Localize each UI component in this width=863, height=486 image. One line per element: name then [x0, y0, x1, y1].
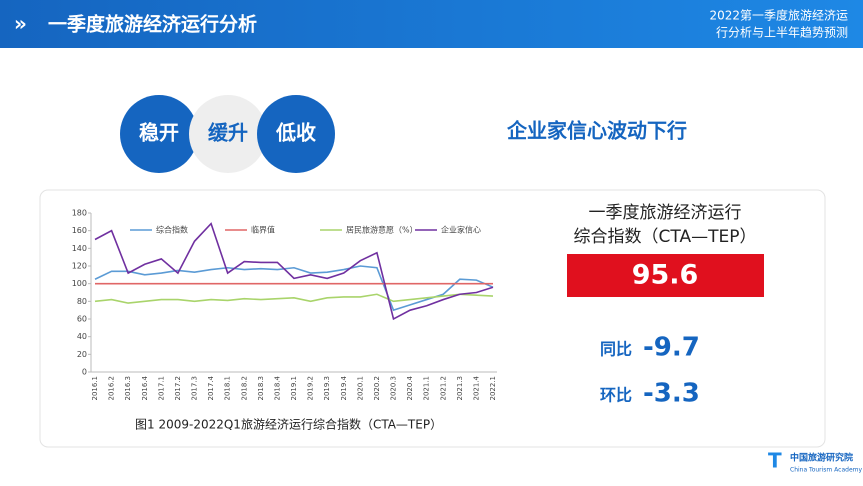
logo-icon: T [768, 449, 782, 473]
keyword-circle [189, 95, 267, 173]
x-tick-label: 2017.3 [191, 376, 199, 401]
x-tick-label: 2022.1 [489, 376, 497, 401]
x-tick-label: 2019.2 [307, 376, 315, 401]
x-tick-label: 2016.2 [108, 376, 116, 401]
y-tick-label: 120 [72, 262, 87, 271]
y-tick-label: 0 [82, 368, 87, 377]
header-title: 一季度旅游经济运行分析 [48, 13, 257, 36]
keyword: 稳开 [139, 121, 179, 145]
qoq-value: -3.3 [643, 379, 700, 409]
x-tick-label: 2020.4 [406, 375, 414, 400]
x-tick-label: 2017.2 [174, 376, 182, 401]
report-title: 行分析与上半年趋势预测 [716, 26, 848, 40]
y-tick-label: 140 [72, 244, 87, 253]
keyword-circle [120, 95, 198, 173]
x-tick-label: 2016.3 [124, 376, 132, 401]
index-title: 综合指数（CTA—TEP） [574, 227, 757, 247]
keyword-circle [257, 95, 335, 173]
yoy-label: 同比 [600, 340, 632, 359]
x-tick-label: 2020.1 [356, 376, 364, 401]
y-tick-label: 20 [77, 350, 87, 359]
caption: 图1 2009-2022Q1旅游经济运行综合指数（CTA—TEP） [135, 417, 442, 432]
qoq-label: 环比 [600, 386, 632, 405]
logo-name: 中国旅游研究院 [790, 452, 853, 464]
x-tick-label: 2016.1 [91, 376, 99, 401]
x-tick-label: 2019.1 [290, 376, 298, 401]
series-line [94, 265, 494, 312]
x-tick-label: 2018.2 [240, 376, 248, 401]
legend-label: 企业家信心 [441, 225, 481, 235]
x-tick-label: 2018.1 [224, 376, 232, 401]
x-tick-label: 2021.2 [439, 376, 447, 401]
x-tick-label: 2019.3 [323, 376, 331, 401]
keyword: 低收 [275, 121, 316, 145]
header-bar [0, 0, 863, 48]
x-tick-label: 2021.3 [456, 376, 464, 401]
series-line [94, 222, 494, 321]
report-title: 2022第一季度旅游经济运 [709, 8, 848, 23]
legend-label: 临界值 [251, 225, 275, 235]
x-tick-label: 2018.4 [273, 375, 281, 400]
x-tick-label: 2020.3 [390, 376, 398, 401]
x-tick-label: 2019.4 [340, 375, 348, 400]
index-value: 95.6 [632, 260, 699, 291]
y-tick-label: 160 [72, 226, 87, 235]
header-icon: » [14, 12, 27, 36]
index-title: 一季度旅游经济运行 [589, 203, 742, 223]
y-tick-label: 60 [77, 315, 87, 324]
series-line [94, 293, 494, 304]
x-tick-label: 2017.4 [207, 375, 215, 400]
x-tick-label: 2020.2 [373, 376, 381, 401]
x-tick-label: 2016.4 [141, 375, 149, 400]
x-tick-label: 2021.4 [472, 375, 480, 400]
y-tick-label: 40 [77, 332, 87, 341]
y-tick-label: 100 [72, 279, 87, 288]
legend-label: 居民旅游意愿（%） [346, 225, 418, 235]
x-tick-label: 2018.3 [257, 376, 265, 401]
yoy-value: -9.7 [643, 333, 700, 363]
headline: 企业家信心波动下行 [506, 119, 687, 143]
logo-english: China Tourism Academy [790, 467, 862, 474]
legend-label: 综合指数 [156, 225, 188, 235]
index-box [567, 254, 764, 297]
y-tick-label: 80 [77, 297, 87, 306]
x-tick-label: 2021.1 [423, 376, 431, 401]
y-tick-label: 180 [72, 209, 87, 218]
x-tick-label: 2017.1 [157, 376, 165, 401]
keyword: 缓升 [208, 121, 248, 145]
